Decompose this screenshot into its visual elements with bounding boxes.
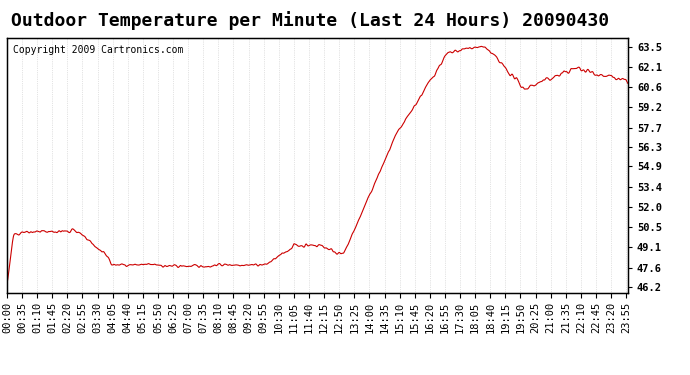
Text: Copyright 2009 Cartronics.com: Copyright 2009 Cartronics.com — [13, 45, 184, 55]
Text: Outdoor Temperature per Minute (Last 24 Hours) 20090430: Outdoor Temperature per Minute (Last 24 … — [12, 11, 609, 30]
